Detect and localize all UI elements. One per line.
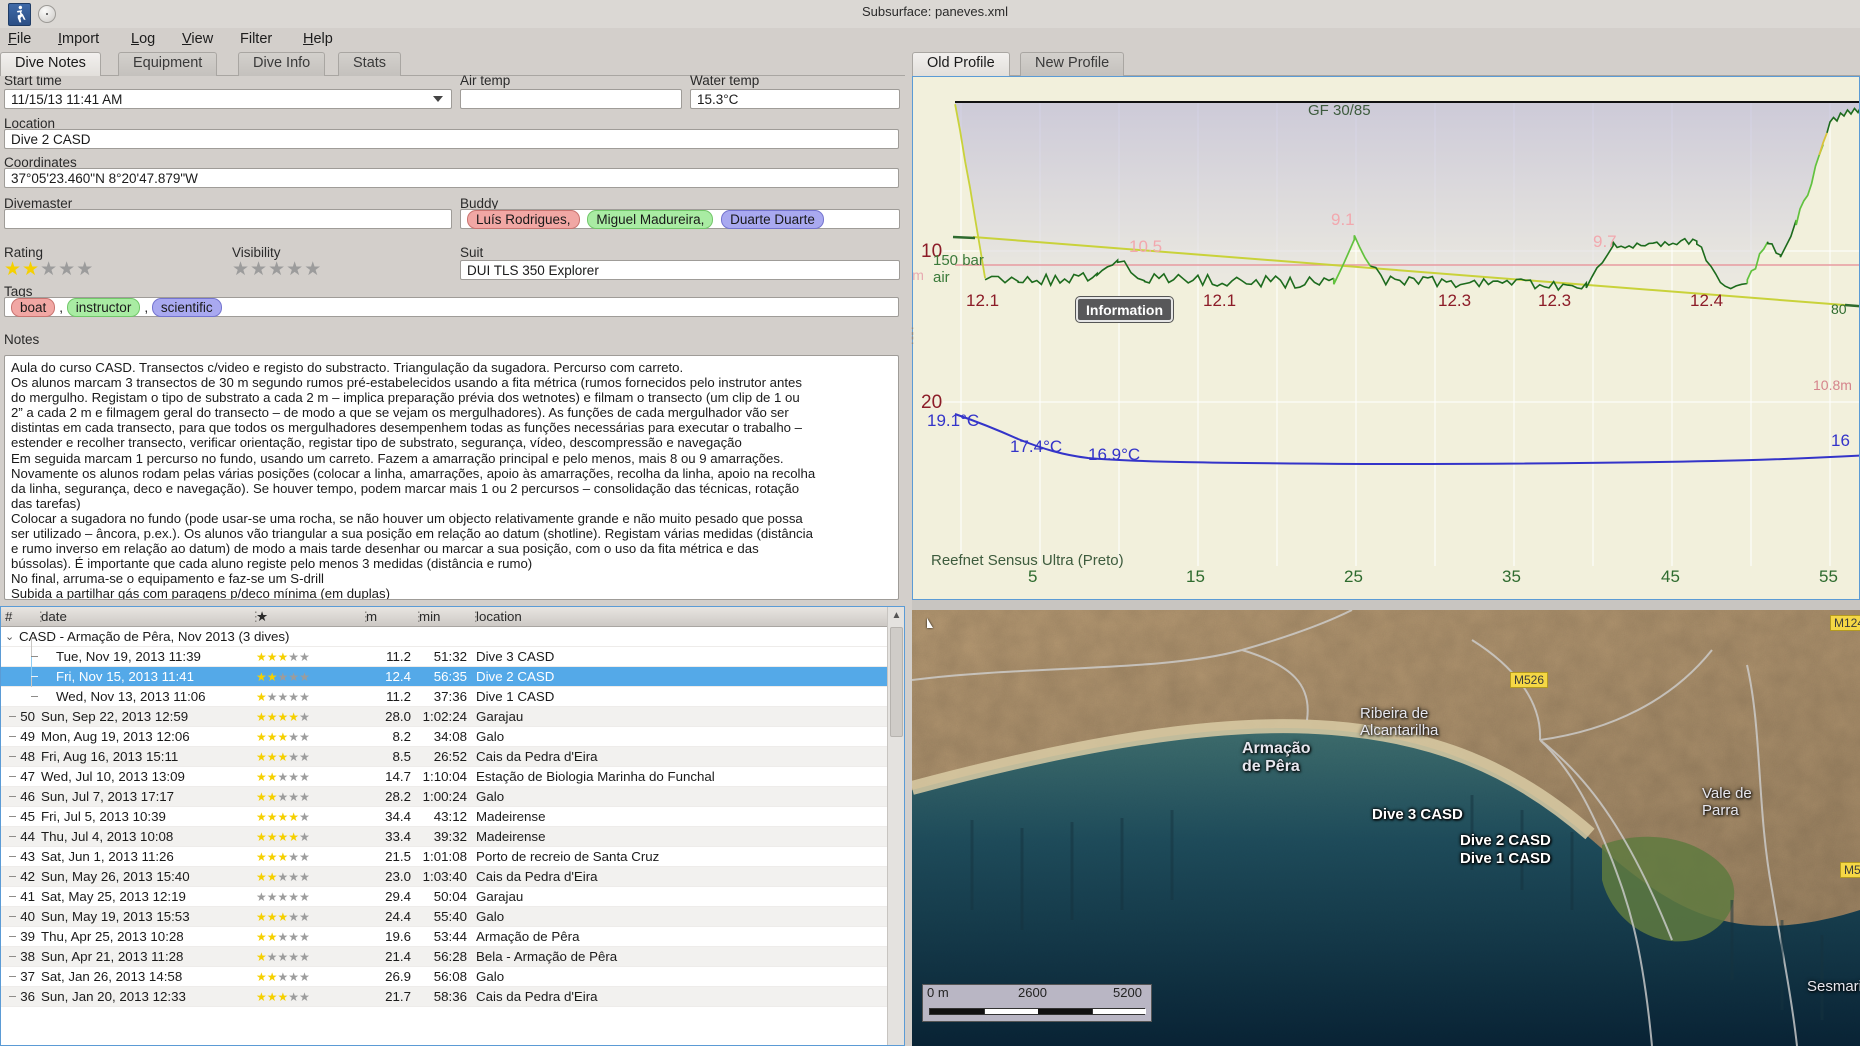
svg-text:15: 15 — [1186, 567, 1205, 586]
svg-text:55: 55 — [1819, 567, 1838, 586]
svg-text:5: 5 — [1028, 567, 1037, 586]
svg-text:25: 25 — [1344, 567, 1363, 586]
svg-text:20: 20 — [921, 392, 942, 413]
svg-text:45: 45 — [1661, 567, 1680, 586]
svg-text:35: 35 — [1502, 567, 1521, 586]
